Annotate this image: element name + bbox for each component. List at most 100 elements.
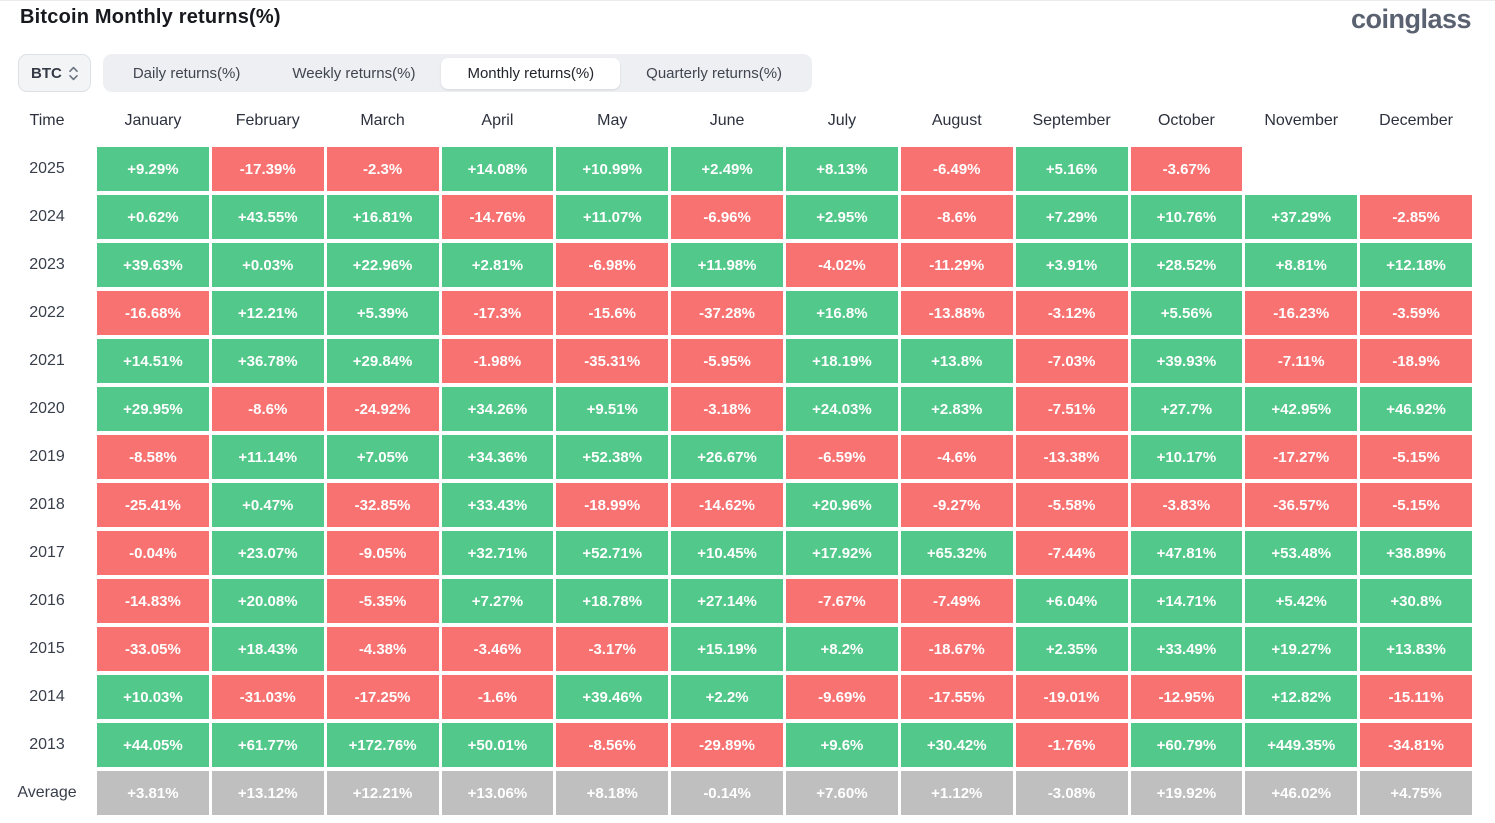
return-cell: +17.92% [786, 531, 898, 575]
return-cell: -3.46% [441, 627, 554, 671]
return-cell: +37.29% [1245, 195, 1358, 239]
return-cell: -3.67% [1130, 147, 1243, 191]
return-cell: +27.7% [1130, 387, 1243, 431]
return-cell: -4.02% [786, 243, 898, 287]
return-cell: -1.76% [1015, 723, 1128, 767]
coin-selector-value: BTC [31, 64, 62, 82]
return-cell: +0.62% [97, 195, 209, 239]
return-cell: -7.67% [786, 579, 898, 623]
column-header-october: October [1157, 112, 1215, 129]
return-cell: +28.52% [1130, 243, 1243, 287]
coinglass-logo: coinglass [1350, 4, 1472, 34]
row-label-2017: 2017 [29, 544, 65, 561]
return-cell: +7.05% [326, 435, 439, 479]
return-cell: +60.79% [1130, 723, 1243, 767]
return-cell: +39.63% [97, 243, 209, 287]
return-cell: +5.56% [1130, 291, 1243, 335]
row-label-2021: 2021 [29, 352, 65, 369]
return-cell: +5.39% [326, 291, 439, 335]
table-row-2023: 2023 +39.63% +0.03% +22.96% +2.81% -6.98% +11.… [0, 243, 1472, 287]
return-cell: +15.19% [671, 627, 783, 671]
return-cell: -0.14% [671, 771, 783, 815]
return-cell: +4.75% [1360, 771, 1472, 815]
return-cell: -11.29% [900, 243, 1013, 287]
return-cell: +19.92% [1130, 771, 1243, 815]
return-cell: -6.59% [786, 435, 898, 479]
row-label-2022: 2022 [29, 304, 65, 321]
return-cell: +172.76% [326, 723, 439, 767]
return-cell: +23.07% [211, 531, 324, 575]
return-cell: +19.27% [1245, 627, 1358, 671]
return-cell: +34.26% [441, 387, 554, 431]
return-cell: +10.03% [97, 675, 209, 719]
return-cell: +29.95% [97, 387, 209, 431]
return-cell: -4.6% [900, 435, 1013, 479]
return-cell: +39.93% [1130, 339, 1243, 383]
return-cell: -2.3% [326, 147, 439, 191]
table-row-2020: 2020 +29.95% -8.6% -24.92% +34.26% +9.51% -3.1… [0, 387, 1472, 431]
return-cell: +24.03% [786, 387, 898, 431]
row-label-average: Average [17, 784, 77, 801]
row-label-2014: 2014 [29, 688, 65, 705]
return-cell: -15.6% [556, 291, 669, 335]
tab-weekly-returns[interactable]: Weekly returns(%) [292, 64, 416, 82]
return-cell: +12.21% [326, 771, 439, 815]
return-cell: -18.9% [1360, 339, 1472, 383]
return-cell: +20.96% [786, 483, 898, 527]
row-label-2024: 2024 [29, 208, 65, 225]
return-cell: -5.95% [671, 339, 783, 383]
return-cell: +13.8% [900, 339, 1013, 383]
return-cell: -7.44% [1015, 531, 1128, 575]
return-cell: -0.04% [97, 531, 209, 575]
return-cell: -3.83% [1130, 483, 1243, 527]
return-cell: -17.27% [1245, 435, 1358, 479]
column-header-may: May [597, 112, 628, 129]
coin-selector[interactable]: BTC [18, 54, 91, 92]
return-cell: -25.41% [97, 483, 209, 527]
table-body: 2025 +9.29% -17.39% -2.3% +14.08% +10.99% +2.4… [0, 147, 1472, 815]
return-cell: +18.19% [786, 339, 898, 383]
return-cell: -9.27% [900, 483, 1013, 527]
tab-quarterly-returns[interactable]: Quarterly returns(%) [646, 64, 783, 82]
return-cell: +26.67% [671, 435, 783, 479]
return-cell: -7.11% [1245, 339, 1358, 383]
return-cell: +13.83% [1360, 627, 1472, 671]
row-label-2023: 2023 [29, 256, 65, 273]
return-cell: -37.28% [671, 291, 783, 335]
returns-heatmap-table: Time January February March April May June July… [0, 103, 1495, 815]
return-cell: +2.95% [786, 195, 898, 239]
column-header-august: August [931, 112, 982, 129]
row-label-2019: 2019 [29, 448, 65, 465]
return-cell: +20.08% [211, 579, 324, 623]
column-header-july: July [827, 112, 857, 129]
return-cell: +33.49% [1130, 627, 1243, 671]
return-cell: +2.81% [441, 243, 554, 287]
return-cell: +46.02% [1245, 771, 1358, 815]
row-label-2013: 2013 [29, 736, 65, 753]
return-cell: -36.57% [1245, 483, 1358, 527]
return-cell: -33.05% [97, 627, 209, 671]
return-cell: +5.16% [1015, 147, 1128, 191]
return-cell [1245, 147, 1357, 191]
return-cell: -24.92% [326, 387, 439, 431]
return-cell: +9.51% [556, 387, 669, 431]
return-cell: +7.27% [441, 579, 554, 623]
return-cell: +30.8% [1360, 579, 1472, 623]
return-cell: -8.6% [900, 195, 1013, 239]
table-row-2022: 2022 -16.68% +12.21% +5.39% -17.3% -15.6% -37.… [0, 291, 1472, 335]
return-cell: +12.82% [1245, 675, 1358, 719]
return-cell: -19.01% [1015, 675, 1128, 719]
return-cell: +8.18% [556, 771, 669, 815]
tab-monthly-returns[interactable]: Monthly returns(%) [441, 57, 621, 89]
return-cell: -1.6% [441, 675, 554, 719]
return-cell: -2.85% [1360, 195, 1472, 239]
return-cell: +22.96% [326, 243, 439, 287]
return-cell: +52.38% [556, 435, 669, 479]
column-header-april: April [481, 112, 514, 129]
column-header-december: December [1379, 112, 1453, 129]
return-cell: -8.58% [97, 435, 209, 479]
row-label-2015: 2015 [29, 640, 65, 657]
return-cell: -29.89% [671, 723, 783, 767]
return-cell: +8.2% [786, 627, 898, 671]
tab-daily-returns[interactable]: Daily returns(%) [132, 64, 241, 82]
